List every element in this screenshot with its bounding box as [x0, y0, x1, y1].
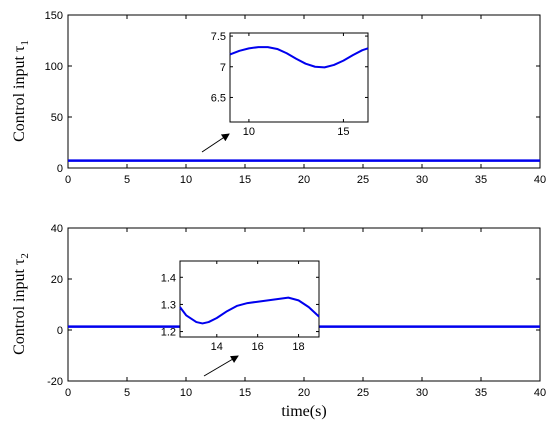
zoom-inset: 14 16 18 1.2 1.3 1.4 [161, 260, 320, 353]
x-tick-label: 0 [65, 174, 71, 186]
x-tick-label: 5 [124, 174, 130, 186]
inset-y-tick-label: 7.5 [211, 31, 226, 43]
inset-series-line [229, 46, 369, 69]
x-tick-label: 30 [416, 174, 428, 186]
y-tick-label: 100 [45, 61, 63, 73]
inset-y-tick-label: 1.2 [161, 327, 176, 339]
inset-y-tick-label: 1.4 [161, 272, 176, 284]
y-tick-label: 40 [51, 223, 63, 235]
inset-x-tick-label: 14 [211, 341, 223, 353]
inset-x-tick-label: 16 [252, 341, 264, 353]
inset-x-tick-label: 18 [292, 341, 304, 353]
x-axis-label: time(s) [281, 403, 326, 420]
y-tick-label: 50 [51, 112, 63, 124]
x-tick-label: 0 [65, 387, 71, 399]
inset-x-tick-label: 10 [243, 126, 255, 138]
inset-y-tick-label: 6.5 [211, 92, 226, 104]
x-tick-label: 30 [416, 387, 428, 399]
y-tick-label: 20 [51, 274, 63, 286]
y-axis-label: Control input τ1 [11, 40, 31, 142]
x-tick-label: 35 [475, 387, 487, 399]
inset-series-line [179, 296, 320, 325]
y-axis-label: Control input τ2 [11, 253, 31, 355]
inset-y-tick-label: 7 [220, 62, 226, 74]
x-tick-label: 10 [180, 387, 192, 399]
x-tick-label: 40 [534, 174, 546, 186]
x-tick-label: 20 [298, 174, 310, 186]
inset-y-tick-label: 1.3 [161, 299, 176, 311]
y-tick-label: 150 [45, 10, 63, 22]
x-tick-label: 15 [239, 387, 251, 399]
inset-pointer-arrow [203, 355, 239, 377]
y-tick-label: 0 [57, 163, 63, 175]
x-tick-label: 5 [124, 387, 130, 399]
x-tick-label: 25 [357, 174, 369, 186]
chart-tau1: 0 5 10 15 20 25 30 35 40 0 50 100 150 Control input τ… [11, 10, 546, 186]
inset-frame [229, 32, 369, 123]
x-tick-label: 25 [357, 387, 369, 399]
inset-pointer-arrow [201, 133, 230, 153]
zoom-inset: 10 15 6.5 7 7.5 [211, 31, 369, 138]
x-tick-label: 20 [298, 387, 310, 399]
y-tick-label: -20 [47, 376, 63, 388]
x-tick-label: 40 [534, 387, 546, 399]
inset-frame [179, 260, 320, 338]
inset-x-tick-label: 15 [337, 126, 349, 138]
x-tick-label: 35 [475, 174, 487, 186]
x-tick-label: 10 [180, 174, 192, 186]
y-tick-label: 0 [57, 325, 63, 337]
x-tick-label: 15 [239, 174, 251, 186]
